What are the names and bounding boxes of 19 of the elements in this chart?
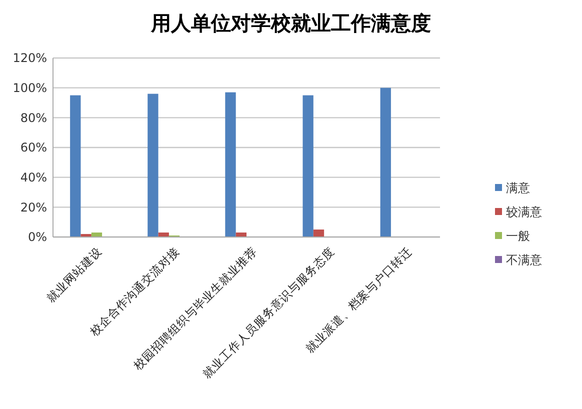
legend-label: 一般 xyxy=(506,229,530,244)
y-tick-label: 40% xyxy=(20,170,47,185)
bar xyxy=(70,95,81,237)
y-tick-label: 80% xyxy=(20,110,47,125)
bar xyxy=(302,95,314,237)
y-tick-label: 0% xyxy=(28,230,47,244)
y-tick-label: 60% xyxy=(20,140,47,155)
bar xyxy=(148,94,158,237)
bar xyxy=(313,230,324,237)
y-tick-label: 120% xyxy=(12,51,47,66)
y-tick-label: 20% xyxy=(20,200,47,214)
legend-label: 较满意 xyxy=(506,205,542,220)
legend-label: 不满意 xyxy=(506,253,542,268)
bar xyxy=(225,92,236,237)
x-tick-label: 就业网站建设 xyxy=(44,244,104,305)
bar xyxy=(380,88,391,237)
legend-label: 满意 xyxy=(506,181,530,196)
y-tick-label: 100% xyxy=(12,81,47,96)
chart-title: 用人单位对学校就业工作满意度 xyxy=(150,11,431,35)
